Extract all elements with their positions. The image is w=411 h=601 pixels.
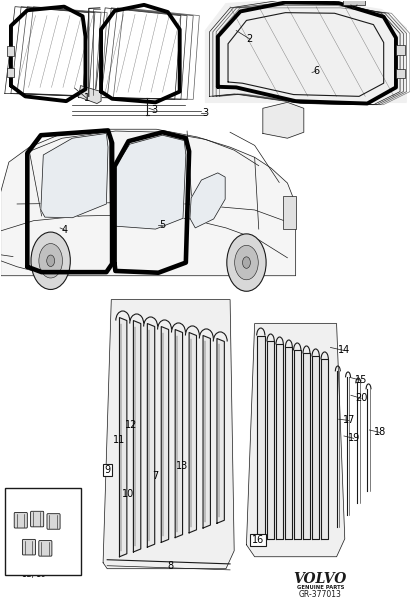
Bar [396, 45, 404, 55]
Circle shape [227, 234, 266, 291]
Text: 8: 8 [168, 561, 174, 571]
FancyBboxPatch shape [30, 511, 44, 527]
FancyBboxPatch shape [23, 539, 35, 555]
Text: 20: 20 [355, 393, 367, 403]
Bar [7, 68, 14, 77]
Text: 5: 5 [159, 220, 166, 230]
Polygon shape [113, 135, 186, 229]
Polygon shape [79, 85, 101, 103]
Text: 2: 2 [247, 34, 253, 44]
Polygon shape [312, 356, 319, 538]
Text: 3: 3 [203, 108, 208, 118]
Polygon shape [263, 102, 304, 138]
Text: 13: 13 [175, 461, 188, 471]
Polygon shape [190, 173, 225, 228]
Polygon shape [285, 347, 292, 538]
Polygon shape [1, 129, 296, 276]
Text: 15: 15 [355, 376, 367, 385]
Polygon shape [217, 338, 224, 523]
Polygon shape [321, 359, 328, 538]
Text: 16: 16 [252, 535, 264, 545]
Circle shape [242, 257, 250, 268]
Polygon shape [103, 300, 234, 569]
Bar [343, 0, 365, 5]
Text: 1: 1 [84, 93, 90, 103]
FancyBboxPatch shape [14, 513, 27, 528]
Circle shape [235, 245, 258, 280]
Text: 19: 19 [348, 433, 360, 444]
Bar [7, 46, 14, 56]
FancyBboxPatch shape [47, 514, 60, 529]
Bar [396, 69, 404, 78]
Text: 11: 11 [113, 435, 125, 445]
Polygon shape [203, 335, 210, 528]
Text: 10: 10 [122, 489, 134, 499]
Circle shape [39, 243, 62, 278]
Polygon shape [303, 353, 310, 538]
Text: 4: 4 [61, 225, 67, 234]
Bar [5, 488, 81, 575]
Text: 9: 9 [104, 465, 110, 475]
Text: 6: 6 [313, 66, 319, 76]
Polygon shape [161, 326, 169, 542]
Polygon shape [206, 1, 406, 102]
FancyBboxPatch shape [39, 540, 52, 556]
Text: 17: 17 [343, 415, 355, 426]
Polygon shape [41, 133, 108, 218]
Polygon shape [147, 323, 155, 547]
Text: 14: 14 [338, 346, 350, 355]
Text: GENUINE PARTS: GENUINE PARTS [296, 585, 344, 590]
Polygon shape [257, 335, 265, 538]
Text: 12: 12 [125, 420, 137, 430]
Polygon shape [247, 323, 345, 557]
Circle shape [47, 255, 55, 266]
Text: GR-377013: GR-377013 [299, 591, 342, 599]
Bar [283, 196, 296, 229]
Polygon shape [189, 332, 196, 533]
Text: VOLVO: VOLVO [293, 572, 347, 587]
Polygon shape [120, 317, 127, 557]
Polygon shape [134, 320, 141, 552]
Text: 3: 3 [151, 105, 157, 115]
Polygon shape [175, 329, 182, 538]
Text: 7: 7 [152, 471, 159, 481]
Polygon shape [276, 344, 283, 538]
Polygon shape [293, 350, 301, 538]
Circle shape [31, 232, 70, 290]
Polygon shape [267, 341, 274, 538]
Text: 18: 18 [374, 427, 386, 438]
Text: 12, 19: 12, 19 [21, 570, 45, 579]
